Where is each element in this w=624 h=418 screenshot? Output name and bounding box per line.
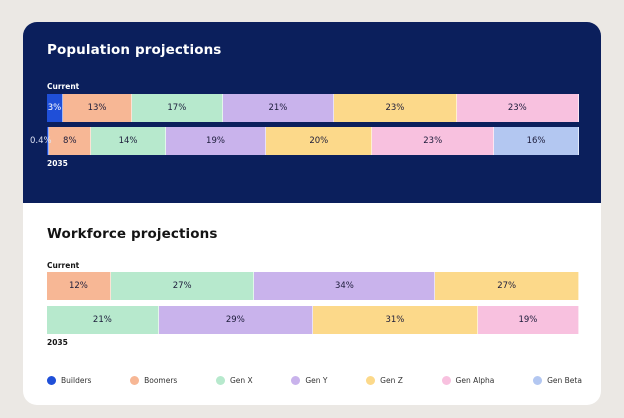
legend-label: Boomers: [144, 376, 178, 385]
legend-label: Gen Y: [305, 376, 328, 385]
bar-segment-gen-z: 20%: [266, 127, 373, 155]
legend-dot-icon: [533, 376, 543, 385]
bar-segment-gen-z: 31%: [312, 306, 478, 334]
legend-item-builders: Builders: [47, 376, 91, 385]
population-row-label-2035: 2035: [47, 159, 68, 168]
bar-segment-gen-alpha: 23%: [372, 127, 495, 155]
bar-segment-gen-y: 21%: [222, 94, 335, 122]
legend-dot-icon: [47, 376, 56, 385]
legend-dot-icon: [215, 376, 225, 385]
segment-label-outside: 0.4%: [30, 136, 52, 146]
bar-segment-boomers: 13%: [62, 94, 133, 122]
legend-item-gen-x: Gen X: [215, 376, 253, 385]
legend-dot-icon: [291, 376, 301, 385]
legend-item-gen-alpha: Gen Alpha: [441, 376, 495, 385]
bar-segment-gen-x: 27%: [110, 272, 255, 300]
legend-item-boomers: Boomers: [130, 376, 177, 385]
workforce-row-label-current: Current: [47, 261, 80, 270]
bar-segment-gen-y: 19%: [165, 127, 267, 155]
bar-segment-gen-y: 34%: [254, 272, 436, 300]
bar-segment-gen-y: 29%: [158, 306, 313, 334]
workforce-card: [23, 203, 601, 405]
population-title: Population projections: [47, 42, 222, 58]
bar-segment-builders: [47, 127, 50, 155]
population-bar-2035: 8% 14% 19% 20% 23% 16%: [47, 127, 579, 155]
legend-label: Gen X: [229, 376, 253, 385]
population-row-label-current: Current: [47, 82, 80, 91]
legend-dot-icon: [130, 376, 140, 385]
bar-segment-gen-beta: 16%: [494, 127, 579, 155]
bar-segment-gen-x: 21%: [47, 306, 159, 334]
workforce-bar-2035: 21% 29% 31% 19%: [47, 306, 579, 334]
bar-segment-gen-alpha: 23%: [456, 94, 579, 122]
legend-item-gen-beta: Gen Beta: [533, 376, 582, 385]
bar-segment-gen-alpha: 19%: [477, 306, 579, 334]
bar-segment-gen-x: 17%: [132, 94, 223, 122]
bar-segment-gen-z: 23%: [334, 94, 457, 122]
workforce-title: Workforce projections: [47, 226, 218, 242]
legend: Builders Boomers Gen X Gen Y Gen Z Gen Alpha G…: [47, 376, 582, 385]
legend-label: Builders: [61, 376, 92, 385]
legend-dot-icon: [366, 376, 376, 385]
bar-segment-boomers: 8%: [49, 127, 92, 155]
legend-label: Gen Alpha: [455, 376, 495, 385]
legend-label: Gen Z: [380, 376, 403, 385]
bar-segment-gen-z: 27%: [435, 272, 579, 300]
population-bar-current: 3% 13% 17% 21% 23% 23%: [47, 94, 579, 122]
workforce-bar-current: 12% 27% 34% 27%: [47, 272, 579, 300]
legend-item-gen-z: Gen Z: [366, 376, 403, 385]
legend-dot-icon: [441, 376, 451, 385]
bar-segment-builders: 3%: [47, 94, 63, 122]
bar-segment-boomers: 12%: [47, 272, 111, 300]
workforce-row-label-2035: 2035: [47, 338, 68, 347]
legend-item-gen-y: Gen Y: [291, 376, 328, 385]
legend-label: Gen Beta: [547, 376, 582, 385]
bar-segment-gen-x: 14%: [91, 127, 166, 155]
